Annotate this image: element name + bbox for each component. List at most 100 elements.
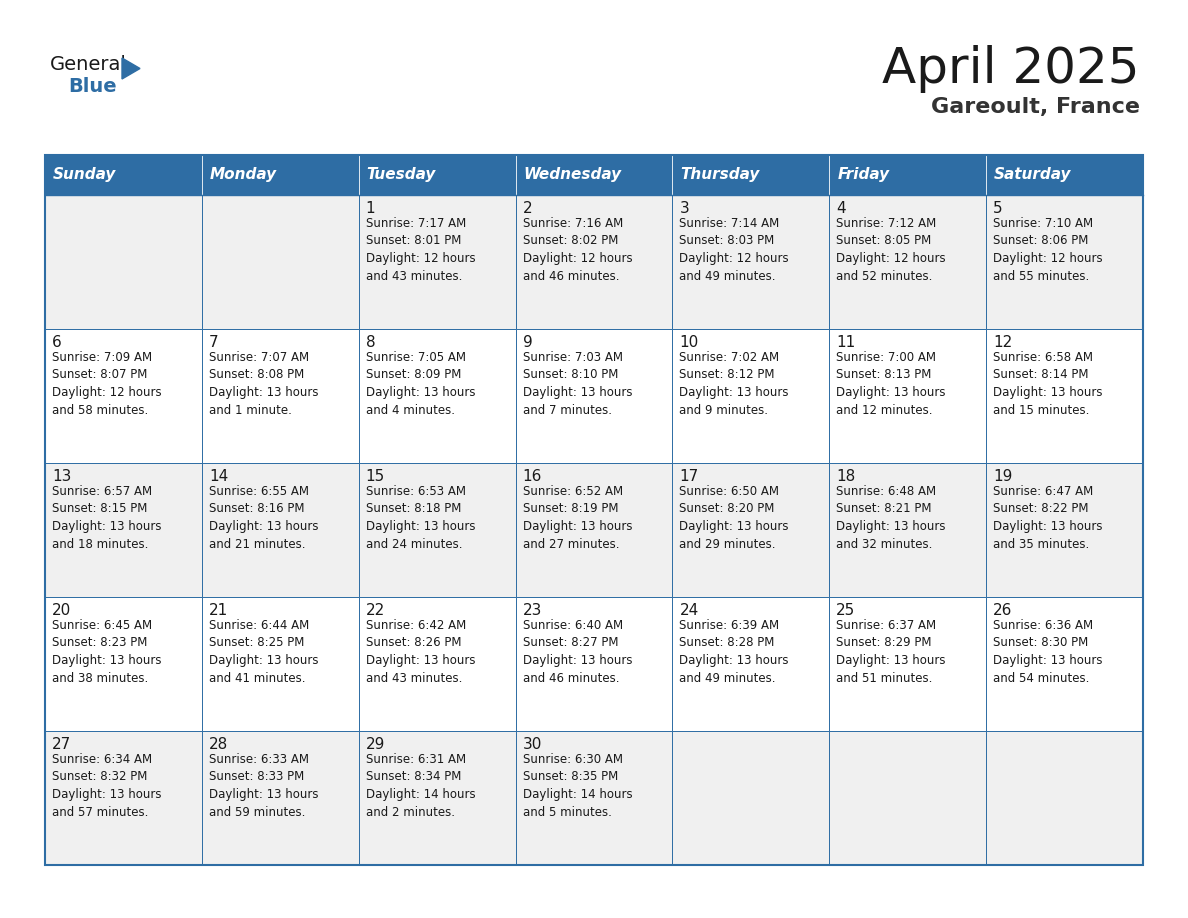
Bar bbox=[202, 155, 359, 195]
Bar bbox=[516, 463, 672, 597]
Text: Sunrise: 6:39 AM
Sunset: 8:28 PM
Daylight: 13 hours
and 49 minutes.: Sunrise: 6:39 AM Sunset: 8:28 PM Dayligh… bbox=[680, 619, 789, 685]
Text: Sunrise: 7:02 AM
Sunset: 8:12 PM
Daylight: 13 hours
and 9 minutes.: Sunrise: 7:02 AM Sunset: 8:12 PM Dayligh… bbox=[680, 351, 789, 417]
Bar bbox=[45, 463, 202, 597]
Bar bbox=[829, 329, 986, 463]
Bar bbox=[516, 329, 672, 463]
Text: 10: 10 bbox=[680, 335, 699, 350]
Text: Saturday: Saturday bbox=[994, 167, 1072, 183]
Text: Sunrise: 7:00 AM
Sunset: 8:13 PM
Daylight: 13 hours
and 12 minutes.: Sunrise: 7:00 AM Sunset: 8:13 PM Dayligh… bbox=[836, 351, 946, 417]
Text: Sunrise: 6:44 AM
Sunset: 8:25 PM
Daylight: 13 hours
and 41 minutes.: Sunrise: 6:44 AM Sunset: 8:25 PM Dayligh… bbox=[209, 619, 318, 685]
Text: Blue: Blue bbox=[68, 77, 116, 96]
Bar bbox=[45, 155, 1143, 865]
Bar bbox=[672, 195, 829, 329]
Bar bbox=[359, 155, 516, 195]
Bar bbox=[202, 463, 359, 597]
Text: Sunrise: 6:34 AM
Sunset: 8:32 PM
Daylight: 13 hours
and 57 minutes.: Sunrise: 6:34 AM Sunset: 8:32 PM Dayligh… bbox=[52, 753, 162, 819]
Bar bbox=[45, 731, 202, 865]
Text: 30: 30 bbox=[523, 737, 542, 752]
Text: 1: 1 bbox=[366, 201, 375, 216]
Bar bbox=[986, 155, 1143, 195]
Text: General: General bbox=[50, 55, 127, 74]
Bar bbox=[829, 597, 986, 731]
Bar bbox=[45, 195, 202, 329]
Text: Sunrise: 7:09 AM
Sunset: 8:07 PM
Daylight: 12 hours
and 58 minutes.: Sunrise: 7:09 AM Sunset: 8:07 PM Dayligh… bbox=[52, 351, 162, 417]
Text: Monday: Monday bbox=[210, 167, 277, 183]
Text: Sunrise: 6:55 AM
Sunset: 8:16 PM
Daylight: 13 hours
and 21 minutes.: Sunrise: 6:55 AM Sunset: 8:16 PM Dayligh… bbox=[209, 485, 318, 551]
Bar bbox=[202, 329, 359, 463]
Text: Sunrise: 7:17 AM
Sunset: 8:01 PM
Daylight: 12 hours
and 43 minutes.: Sunrise: 7:17 AM Sunset: 8:01 PM Dayligh… bbox=[366, 217, 475, 283]
Text: 20: 20 bbox=[52, 603, 71, 618]
Text: Tuesday: Tuesday bbox=[367, 167, 436, 183]
Bar bbox=[516, 195, 672, 329]
Text: Sunrise: 6:30 AM
Sunset: 8:35 PM
Daylight: 14 hours
and 5 minutes.: Sunrise: 6:30 AM Sunset: 8:35 PM Dayligh… bbox=[523, 753, 632, 819]
Bar bbox=[359, 731, 516, 865]
Text: 23: 23 bbox=[523, 603, 542, 618]
Text: 26: 26 bbox=[993, 603, 1012, 618]
Bar bbox=[829, 463, 986, 597]
Text: 7: 7 bbox=[209, 335, 219, 350]
Text: 18: 18 bbox=[836, 469, 855, 484]
Text: Sunrise: 6:40 AM
Sunset: 8:27 PM
Daylight: 13 hours
and 46 minutes.: Sunrise: 6:40 AM Sunset: 8:27 PM Dayligh… bbox=[523, 619, 632, 685]
Text: Thursday: Thursday bbox=[681, 167, 760, 183]
Bar bbox=[45, 155, 202, 195]
Text: Sunrise: 7:05 AM
Sunset: 8:09 PM
Daylight: 13 hours
and 4 minutes.: Sunrise: 7:05 AM Sunset: 8:09 PM Dayligh… bbox=[366, 351, 475, 417]
Bar bbox=[359, 597, 516, 731]
Text: Sunrise: 6:53 AM
Sunset: 8:18 PM
Daylight: 13 hours
and 24 minutes.: Sunrise: 6:53 AM Sunset: 8:18 PM Dayligh… bbox=[366, 485, 475, 551]
Text: 3: 3 bbox=[680, 201, 689, 216]
Bar bbox=[672, 731, 829, 865]
Text: 24: 24 bbox=[680, 603, 699, 618]
Text: 6: 6 bbox=[52, 335, 62, 350]
Bar bbox=[986, 195, 1143, 329]
Bar bbox=[202, 731, 359, 865]
Text: 8: 8 bbox=[366, 335, 375, 350]
Text: Sunrise: 6:33 AM
Sunset: 8:33 PM
Daylight: 13 hours
and 59 minutes.: Sunrise: 6:33 AM Sunset: 8:33 PM Dayligh… bbox=[209, 753, 318, 819]
Text: Sunrise: 6:48 AM
Sunset: 8:21 PM
Daylight: 13 hours
and 32 minutes.: Sunrise: 6:48 AM Sunset: 8:21 PM Dayligh… bbox=[836, 485, 946, 551]
Text: Sunrise: 7:12 AM
Sunset: 8:05 PM
Daylight: 12 hours
and 52 minutes.: Sunrise: 7:12 AM Sunset: 8:05 PM Dayligh… bbox=[836, 217, 946, 283]
Text: Sunrise: 6:47 AM
Sunset: 8:22 PM
Daylight: 13 hours
and 35 minutes.: Sunrise: 6:47 AM Sunset: 8:22 PM Dayligh… bbox=[993, 485, 1102, 551]
Text: Sunrise: 7:07 AM
Sunset: 8:08 PM
Daylight: 13 hours
and 1 minute.: Sunrise: 7:07 AM Sunset: 8:08 PM Dayligh… bbox=[209, 351, 318, 417]
Text: Wednesday: Wednesday bbox=[524, 167, 621, 183]
Bar bbox=[45, 597, 202, 731]
Bar bbox=[672, 155, 829, 195]
Bar bbox=[516, 731, 672, 865]
Text: 11: 11 bbox=[836, 335, 855, 350]
Bar bbox=[986, 731, 1143, 865]
Text: April 2025: April 2025 bbox=[883, 45, 1140, 93]
Text: 19: 19 bbox=[993, 469, 1012, 484]
Text: 21: 21 bbox=[209, 603, 228, 618]
Text: 17: 17 bbox=[680, 469, 699, 484]
Bar bbox=[359, 195, 516, 329]
Bar bbox=[986, 329, 1143, 463]
Text: Sunrise: 7:03 AM
Sunset: 8:10 PM
Daylight: 13 hours
and 7 minutes.: Sunrise: 7:03 AM Sunset: 8:10 PM Dayligh… bbox=[523, 351, 632, 417]
Text: Sunrise: 7:10 AM
Sunset: 8:06 PM
Daylight: 12 hours
and 55 minutes.: Sunrise: 7:10 AM Sunset: 8:06 PM Dayligh… bbox=[993, 217, 1102, 283]
Text: Sunday: Sunday bbox=[53, 167, 116, 183]
Text: Friday: Friday bbox=[838, 167, 890, 183]
Text: 28: 28 bbox=[209, 737, 228, 752]
Text: 25: 25 bbox=[836, 603, 855, 618]
Bar bbox=[672, 463, 829, 597]
Text: 27: 27 bbox=[52, 737, 71, 752]
Bar bbox=[359, 463, 516, 597]
Bar bbox=[516, 155, 672, 195]
Text: 22: 22 bbox=[366, 603, 385, 618]
Text: Sunrise: 6:57 AM
Sunset: 8:15 PM
Daylight: 13 hours
and 18 minutes.: Sunrise: 6:57 AM Sunset: 8:15 PM Dayligh… bbox=[52, 485, 162, 551]
Text: Sunrise: 7:14 AM
Sunset: 8:03 PM
Daylight: 12 hours
and 49 minutes.: Sunrise: 7:14 AM Sunset: 8:03 PM Dayligh… bbox=[680, 217, 789, 283]
Bar bbox=[359, 329, 516, 463]
Bar bbox=[986, 597, 1143, 731]
Bar bbox=[829, 195, 986, 329]
Text: 5: 5 bbox=[993, 201, 1003, 216]
Bar bbox=[202, 597, 359, 731]
Text: 13: 13 bbox=[52, 469, 71, 484]
Text: Sunrise: 6:58 AM
Sunset: 8:14 PM
Daylight: 13 hours
and 15 minutes.: Sunrise: 6:58 AM Sunset: 8:14 PM Dayligh… bbox=[993, 351, 1102, 417]
Text: Sunrise: 6:36 AM
Sunset: 8:30 PM
Daylight: 13 hours
and 54 minutes.: Sunrise: 6:36 AM Sunset: 8:30 PM Dayligh… bbox=[993, 619, 1102, 685]
Text: Sunrise: 6:50 AM
Sunset: 8:20 PM
Daylight: 13 hours
and 29 minutes.: Sunrise: 6:50 AM Sunset: 8:20 PM Dayligh… bbox=[680, 485, 789, 551]
Text: Sunrise: 6:45 AM
Sunset: 8:23 PM
Daylight: 13 hours
and 38 minutes.: Sunrise: 6:45 AM Sunset: 8:23 PM Dayligh… bbox=[52, 619, 162, 685]
Text: 9: 9 bbox=[523, 335, 532, 350]
Text: 29: 29 bbox=[366, 737, 385, 752]
Text: 14: 14 bbox=[209, 469, 228, 484]
Text: 2: 2 bbox=[523, 201, 532, 216]
Bar bbox=[672, 329, 829, 463]
Text: Sunrise: 6:52 AM
Sunset: 8:19 PM
Daylight: 13 hours
and 27 minutes.: Sunrise: 6:52 AM Sunset: 8:19 PM Dayligh… bbox=[523, 485, 632, 551]
Text: Sunrise: 6:31 AM
Sunset: 8:34 PM
Daylight: 14 hours
and 2 minutes.: Sunrise: 6:31 AM Sunset: 8:34 PM Dayligh… bbox=[366, 753, 475, 819]
Bar bbox=[202, 195, 359, 329]
